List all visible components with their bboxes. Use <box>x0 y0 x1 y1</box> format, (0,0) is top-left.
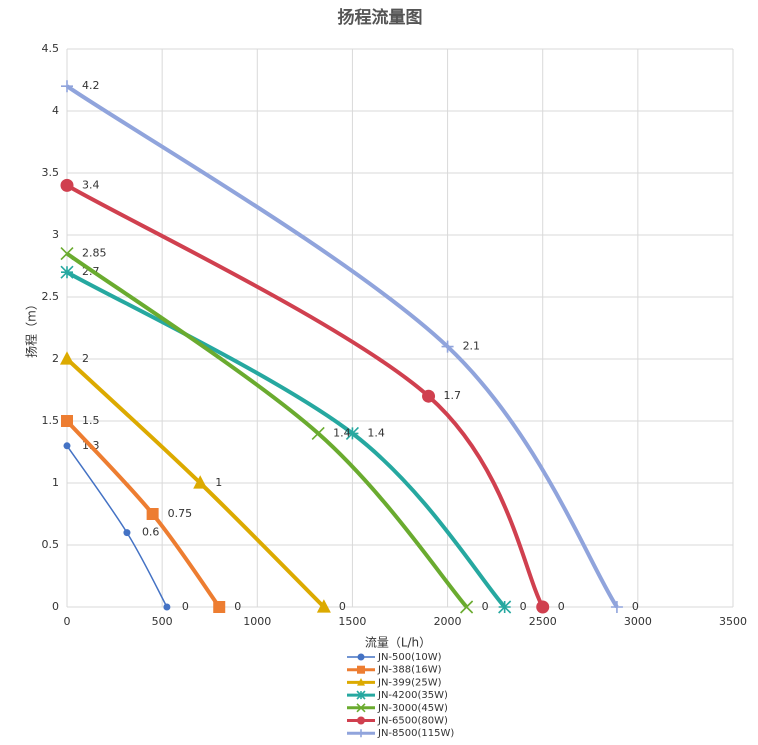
y-tick-label: 2.5 <box>42 290 60 303</box>
legend-label: JN-4200(35W) <box>377 690 448 701</box>
marker <box>60 351 74 365</box>
y-tick-label: 0.5 <box>42 538 60 551</box>
legend-item: JN-6500(80W) <box>347 716 448 727</box>
x-tick-label: 0 <box>64 615 71 628</box>
marker <box>60 247 74 261</box>
y-tick-label: 1 <box>52 476 59 489</box>
data-label: 0 <box>182 600 189 613</box>
marker <box>345 426 359 440</box>
legend-item: JN-399(25W) <box>347 677 442 688</box>
marker <box>61 415 73 427</box>
series-line <box>65 251 469 609</box>
marker <box>356 703 366 713</box>
marker <box>498 600 512 614</box>
marker <box>163 603 171 611</box>
y-axis-label: 扬程（m） <box>24 298 39 358</box>
y-tick-label: 1.5 <box>42 414 60 427</box>
y-tick-label: 2 <box>52 352 59 365</box>
x-axis-label: 流量（L/h） <box>365 636 431 650</box>
marker <box>357 729 365 738</box>
marker <box>123 529 131 537</box>
data-label: 2.85 <box>82 247 107 260</box>
x-tick-label: 1000 <box>243 615 271 628</box>
marker <box>357 653 365 661</box>
marker <box>213 601 226 613</box>
marker <box>61 80 73 93</box>
legend-label: JN-388(16W) <box>377 665 442 676</box>
data-label: 0 <box>482 600 489 613</box>
legend-item: JN-4200(35W) <box>347 690 448 701</box>
x-tick-label: 1500 <box>338 615 366 628</box>
marker <box>460 600 474 614</box>
legend-label: JN-8500(115W) <box>377 728 454 739</box>
marker <box>146 508 159 520</box>
marker <box>60 178 74 192</box>
y-tick-label: 3 <box>52 228 59 241</box>
marker <box>357 665 365 674</box>
data-label: 1.7 <box>444 389 462 402</box>
marker <box>60 265 74 279</box>
x-tick-label: 3000 <box>624 615 652 628</box>
marker <box>311 426 325 440</box>
marker <box>422 389 436 403</box>
series-line <box>66 270 507 609</box>
marker <box>441 340 454 353</box>
legend-label: JN-500(10W) <box>377 652 442 663</box>
marker <box>356 690 366 700</box>
chart-title: 扬程流量图 <box>338 7 423 28</box>
x-tick-label: 3500 <box>719 615 747 628</box>
data-label: 1.4 <box>333 426 351 439</box>
y-tick-label: 4 <box>52 104 59 117</box>
x-tick-label: 2000 <box>434 615 462 628</box>
marker <box>610 601 623 613</box>
data-label: 0.6 <box>142 526 160 539</box>
data-label: 0 <box>339 600 346 613</box>
data-label: 1.5 <box>82 414 100 427</box>
marker <box>63 442 71 450</box>
legend-item: JN-3000(45W) <box>347 703 448 714</box>
legend-item: JN-500(10W) <box>347 652 442 663</box>
data-label: 0 <box>520 600 527 613</box>
marker <box>357 716 365 725</box>
data-label: 0.75 <box>168 507 193 520</box>
y-tick-label: 3.5 <box>42 166 60 179</box>
legend-label: JN-3000(45W) <box>377 703 448 714</box>
data-label: 1.4 <box>367 426 385 439</box>
legend-label: JN-399(25W) <box>377 677 442 688</box>
data-label: 4.2 <box>82 79 100 92</box>
legend-item: JN-8500(115W) <box>347 728 454 739</box>
marker <box>193 475 208 489</box>
x-tick-label: 500 <box>152 615 173 628</box>
data-label: 2 <box>82 352 89 365</box>
marker <box>316 599 331 613</box>
data-label: 0 <box>234 600 241 613</box>
data-label: 2.1 <box>463 340 481 353</box>
data-label: 1 <box>215 476 222 489</box>
x-tick-label: 2500 <box>529 615 557 628</box>
data-label: 0 <box>558 600 565 613</box>
series-line <box>65 84 619 609</box>
marker <box>536 600 550 614</box>
legend-label: JN-6500(80W) <box>377 716 448 727</box>
y-tick-label: 4.5 <box>42 42 60 55</box>
y-tick-label: 0 <box>52 600 59 613</box>
data-label: 0 <box>632 600 639 613</box>
marker <box>357 678 365 686</box>
legend-item: JN-388(16W) <box>347 665 442 676</box>
series-line <box>65 183 545 608</box>
data-label: 3.4 <box>82 178 100 191</box>
